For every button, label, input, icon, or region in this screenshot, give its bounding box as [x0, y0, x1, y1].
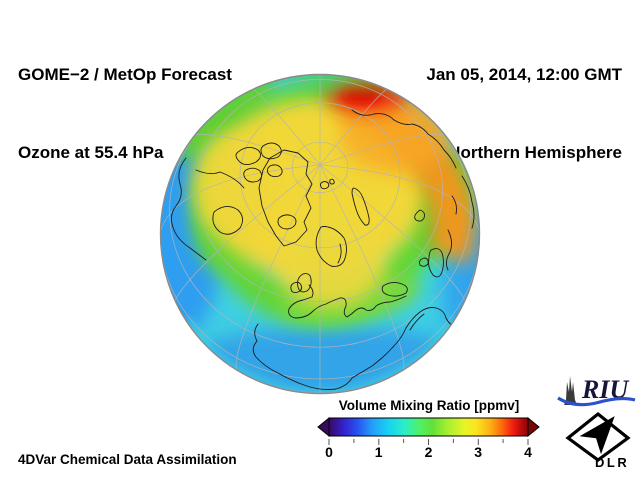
colorbar-right-arrow: [527, 416, 540, 438]
colorbar-tick-label-1: 1: [374, 444, 383, 460]
dlr-arrow-icon: [579, 416, 615, 455]
dlr-logo: DLR: [565, 411, 631, 470]
region-text: Northern Hemisphere: [448, 143, 622, 162]
colorbar-title: Volume Mixing Ratio [ppmv]: [338, 398, 520, 413]
colorbar-tick-label-3: 3: [474, 444, 483, 460]
colorbar: [317, 416, 540, 445]
plot-datetime: Jan 05, 2014, 12:00 GMT Northern Hemisph…: [426, 10, 622, 218]
datetime-text: Jan 05, 2014, 12:00 GMT: [426, 65, 622, 84]
dlr-logo-text: DLR: [595, 455, 629, 470]
colorbar-ticks: [328, 439, 529, 445]
colorbar-tick-label-0: 0: [325, 444, 333, 460]
title-line-1: GOME−2 / MetOp Forecast: [18, 65, 232, 84]
riu-logo: RIU: [557, 375, 636, 407]
globe-limb: [159, 73, 481, 395]
riu-swoosh-icon: [557, 396, 636, 407]
coastlines: [171, 109, 475, 390]
colorbar-gradient: [328, 417, 529, 437]
attribution-line-1: 4DVar Chemical Data Assimilation: [18, 452, 237, 467]
colorbar-tick-label-4: 4: [524, 444, 532, 460]
plot-title: GOME−2 / MetOp Forecast Ozone at 55.4 hP…: [18, 10, 232, 218]
colorbar-left-arrow: [317, 416, 330, 438]
attribution-block: 4DVar Chemical Data Assimilation SACADA …: [18, 395, 237, 480]
title-line-2: Ozone at 55.4 hPa: [18, 143, 164, 162]
dlr-diamond-icon: [565, 411, 631, 462]
ozone-color-field: [160, 74, 480, 394]
colorbar-tick-label-2: 2: [424, 444, 433, 460]
cologne-cathedral-icon: [564, 376, 577, 405]
